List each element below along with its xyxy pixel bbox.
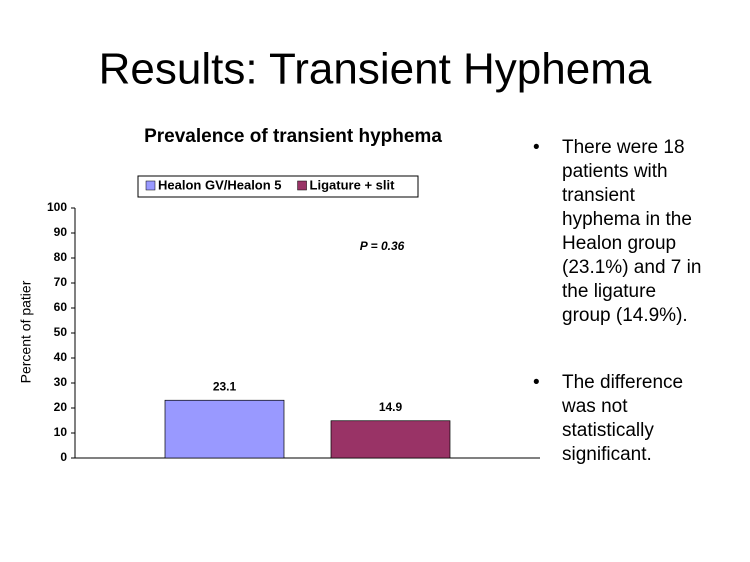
chart-title: Prevalence of transient hyphema xyxy=(144,126,442,147)
y-tick-label: 100 xyxy=(47,200,67,214)
y-tick-label: 0 xyxy=(60,450,67,464)
y-tick-label: 70 xyxy=(54,275,68,289)
y-tick-label: 60 xyxy=(54,300,68,314)
bar xyxy=(330,420,451,459)
legend-swatch xyxy=(297,180,307,191)
annotation: P = 0.36 xyxy=(360,239,405,253)
y-tick-label: 20 xyxy=(54,400,68,414)
legend-swatch xyxy=(145,180,156,191)
value-label: 14.9 xyxy=(379,400,403,414)
y-tick-label: 30 xyxy=(54,375,68,389)
bullet: • There were 18 patients with transient h… xyxy=(533,136,703,328)
y-tick-label: 40 xyxy=(54,350,68,364)
bar xyxy=(164,399,285,459)
y-axis-label: Percent of patier xyxy=(18,280,34,383)
y-tick-label: 80 xyxy=(54,250,68,264)
bullet-text: There were 18 patients with transient hy… xyxy=(562,137,702,326)
legend-box xyxy=(137,175,419,198)
slide-title: Results: Transient Hyphema xyxy=(99,45,652,94)
y-tick-label: 10 xyxy=(54,425,68,439)
y-tick-label: 90 xyxy=(54,225,68,239)
bullet-dot: • xyxy=(533,372,540,393)
legend-label: Ligature + slit xyxy=(310,177,396,192)
bullet-text: The difference was not statistically sig… xyxy=(562,372,684,465)
y-tick-label: 50 xyxy=(54,325,68,339)
bullet: • The difference was not statistically si… xyxy=(533,371,703,467)
legend-label: Healon GV/Healon 5 xyxy=(158,177,282,192)
bullet-dot: • xyxy=(533,137,540,158)
value-label: 23.1 xyxy=(213,379,237,393)
